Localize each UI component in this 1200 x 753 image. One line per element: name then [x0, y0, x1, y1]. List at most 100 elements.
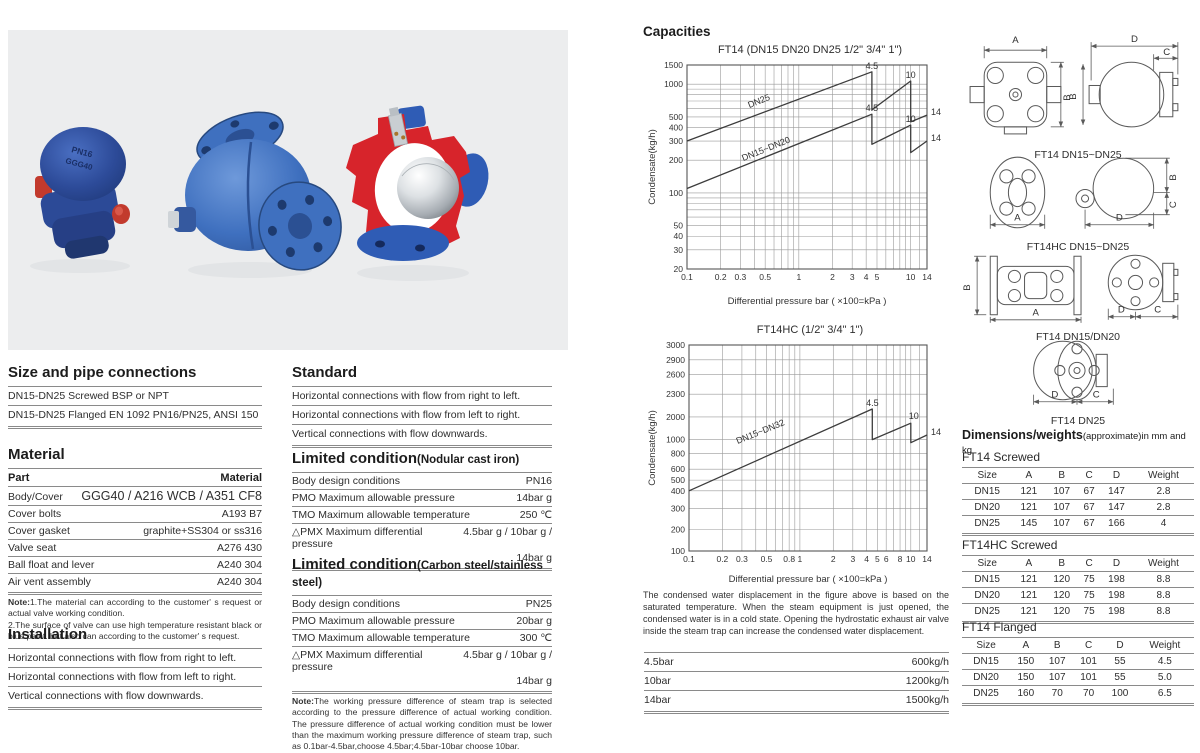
list-item: Horizontal connections with flow from le… — [8, 667, 262, 686]
dim-letter-c: C — [1093, 390, 1100, 401]
trap-photo-flanged — [168, 111, 342, 271]
section-title: Limited condition(Nodular cast iron) — [292, 450, 520, 467]
table-row: DN20 121 120 75 198 8.8 — [962, 587, 1194, 604]
svg-text:3: 3 — [850, 272, 855, 282]
svg-text:500: 500 — [671, 475, 685, 485]
svg-text:300: 300 — [669, 136, 683, 146]
dim-letter-a: A — [1012, 35, 1019, 46]
svg-text:DN15~DN32: DN15~DN32 — [735, 417, 786, 445]
list-item: DN15-DN25 Screwed BSP or NPT — [8, 386, 262, 405]
column-header: A — [1012, 555, 1046, 572]
technical-drawing-ft14: A B D C B — [969, 34, 1179, 135]
kv-row: Body design conditions PN25 — [292, 595, 552, 612]
chart-title: FT14HC (1/2" 3/4" 1") — [756, 324, 864, 336]
note-line-1: 1.The material can according to the cust… — [8, 597, 262, 619]
svg-text:3: 3 — [850, 554, 855, 564]
kv-row: Body design conditions PN16 — [292, 472, 552, 489]
diagram-caption: FT14HC DN15~DN25 — [1026, 241, 1130, 253]
svg-text:1000: 1000 — [666, 435, 685, 445]
limited-steel-note: Note:The working pressure difference of … — [292, 696, 552, 753]
dim-letter-b: B — [1068, 93, 1079, 99]
svg-text:0.2: 0.2 — [716, 554, 728, 564]
svg-text:4.5: 4.5 — [866, 61, 879, 71]
section-title: Limited condition(Carbon steel/stainless… — [292, 556, 543, 589]
svg-text:200: 200 — [669, 155, 683, 165]
table-row: DN25 145 107 67 166 4 — [974, 518, 1167, 529]
svg-text:4: 4 — [864, 554, 869, 564]
svg-text:200: 200 — [671, 524, 685, 534]
diagram-caption: FT14 DN25 — [1050, 415, 1106, 427]
kv-row: Ball float and lever A240 304 — [8, 556, 262, 573]
installation-list: Horizontal connections with flow from ri… — [8, 648, 262, 710]
datasheet-page: { "photo": { "emboss_line1": "PN16", "em… — [8, 24, 1194, 752]
svg-text:4.5: 4.5 — [866, 103, 879, 113]
svg-text:500: 500 — [669, 112, 683, 122]
svg-text:0.5: 0.5 — [761, 554, 773, 564]
diagram-caption: FT14 DN15~DN25 — [1034, 149, 1122, 161]
table-row: DN15 121 107 67 147 2.8 — [962, 483, 1194, 500]
dim-letter-c: C — [1154, 305, 1161, 316]
dim-letter-c: C — [1168, 201, 1179, 208]
product-photo: PN16 GGG40 — [8, 30, 568, 350]
chart-ft14hc-block: FT14HC (1/2" 3/4" 1") 0.1 0.2 0.3 0.5 0.8 1 2 3… — [645, 324, 947, 592]
svg-text:10: 10 — [906, 554, 916, 564]
capacities-footnote: The condensed water displacement in the … — [643, 590, 949, 637]
dim-letter-c: C — [1163, 47, 1170, 58]
column-header: A — [1010, 637, 1042, 654]
svg-text:10: 10 — [906, 70, 916, 80]
svg-text:100: 100 — [669, 188, 683, 198]
svg-text:2600: 2600 — [666, 370, 685, 380]
column-header: Size — [962, 467, 1013, 484]
svg-text:6: 6 — [884, 554, 889, 564]
svg-text:3000: 3000 — [666, 340, 685, 350]
dim-letter-b: B — [962, 284, 973, 290]
kv-row: Air vent assembly A240 304 — [8, 573, 262, 590]
svg-text:Differential pressure bar ( ×1: Differential pressure bar ( ×100=kPa ) — [729, 574, 888, 585]
shadow — [188, 262, 312, 278]
svg-text:2: 2 — [831, 554, 836, 564]
table-name: FT14 Flanged — [962, 620, 1037, 634]
column-part: Part — [8, 471, 30, 484]
limited-iron-table: Body design conditions PN16 PMO Maximum al… — [292, 472, 552, 571]
svg-text:Condensate(kg/h): Condensate(kg/h) — [647, 410, 658, 486]
column-header: C — [1078, 555, 1101, 572]
svg-text:14: 14 — [931, 133, 941, 143]
dimensions-table: Size A B C D Weight DN15 121 107 67 147 2.8 DN20 121 1… — [962, 467, 1194, 531]
svg-text:8: 8 — [898, 554, 903, 564]
svg-text:1: 1 — [796, 272, 801, 282]
section-subtitle: (Carbon steel/stainless steel) — [292, 560, 543, 589]
svg-text:400: 400 — [671, 486, 685, 496]
svg-text:2300: 2300 — [666, 389, 685, 399]
list-item: Horizontal connections with flow from ri… — [8, 648, 262, 667]
note-text: The working pressure difference of steam… — [292, 696, 552, 752]
diagram-ft14-dn25: D C FT14 DN25 — [962, 336, 1194, 427]
capacities-title: Capacities — [643, 24, 711, 39]
svg-text:0.2: 0.2 — [715, 272, 727, 282]
diagram-ft14hc: A B C D FT14HC DN15~DN25 — [962, 152, 1194, 253]
diagram-caption: FT14 DN15/DN20 — [1035, 331, 1121, 343]
dim-letter-a: A — [1014, 213, 1021, 224]
ft14hc-capacity-chart: 0.1 0.2 0.3 0.5 0.8 1 2 3 4 5 6 8 10 14 100 200 300 400 50… — [645, 337, 947, 592]
dim-letter-d: D — [1051, 390, 1058, 401]
kv-continuation: 14bar g — [516, 675, 552, 687]
svg-text:4: 4 — [864, 272, 869, 282]
list-item: Horizontal connections with flow from le… — [292, 405, 552, 424]
table-row: DN25 160 70 70 100 6.5 — [973, 688, 1172, 699]
svg-text:4.5: 4.5 — [866, 398, 879, 408]
dim-letter-d: D — [1116, 213, 1123, 224]
note-line-2: 2.The surface of valve can use high temp… — [8, 619, 262, 642]
svg-text:14: 14 — [922, 272, 932, 282]
column-header: C — [1072, 637, 1105, 654]
dim-letter-d: D — [1118, 305, 1125, 316]
svg-text:0.3: 0.3 — [734, 272, 746, 282]
technical-drawing-ft14hc: A B C D — [989, 156, 1179, 229]
kv-row: △PMX Maximum differential pressure 4.5bar… — [292, 646, 552, 675]
dimensions-table-wrap: Size A B C D Weight DN15 150 107 101 55 4.5 DN20 150 1… — [962, 637, 1194, 706]
svg-text:2000: 2000 — [666, 412, 685, 422]
svg-text:2900: 2900 — [666, 355, 685, 365]
kv-row: Valve seat A276 430 — [8, 539, 262, 556]
table-row: DN15 150 107 101 55 4.5 — [962, 653, 1194, 670]
table-ft14hc-screwed: FT14HC Screwed Size A B C D Weight DN15 121 120 7… — [962, 538, 1194, 624]
svg-text:5: 5 — [875, 554, 880, 564]
list-item: DN15-DN25 Flanged EN 1092 PN16/PN25, ANS… — [8, 405, 262, 424]
